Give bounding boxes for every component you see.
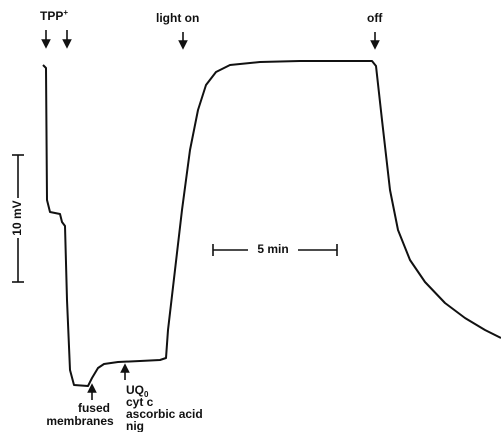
tpp-label: TPP+ xyxy=(40,8,68,23)
fused-label: fused xyxy=(78,401,110,415)
time-scale-label: 5 min xyxy=(257,242,288,256)
voltage-scale-label: 10 mV xyxy=(10,200,24,235)
addition-arrows xyxy=(41,30,380,400)
voltage-scale-bar: 10 mV xyxy=(10,154,24,283)
off-label: off xyxy=(367,11,383,25)
cyt-label: cyt c xyxy=(126,395,154,409)
nig-label: nig xyxy=(126,419,144,432)
time-scale-bar: 5 min xyxy=(212,242,338,258)
membranes-label: membranes xyxy=(46,414,114,428)
light-on-label: light on xyxy=(156,11,199,25)
uq-label: UQ0 xyxy=(126,383,149,399)
potential-trace xyxy=(42,60,501,387)
ascorbic-label: ascorbic acid xyxy=(126,407,203,421)
